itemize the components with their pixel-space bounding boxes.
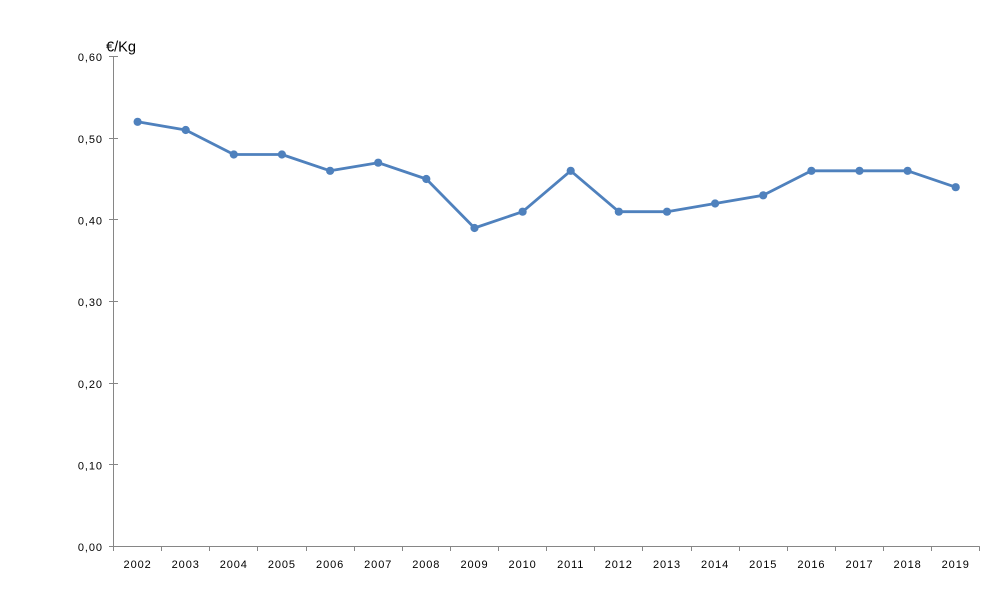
svg-text:€/Kg: €/Kg (106, 40, 136, 56)
svg-text:2011: 2011 (557, 559, 584, 571)
svg-text:0,00: 0,00 (78, 542, 103, 554)
svg-text:2004: 2004 (220, 559, 248, 571)
svg-text:2006: 2006 (316, 559, 344, 571)
svg-text:2016: 2016 (797, 559, 825, 571)
svg-text:0,60: 0,60 (78, 52, 103, 64)
svg-text:2008: 2008 (412, 559, 440, 571)
svg-text:2010: 2010 (509, 559, 537, 571)
svg-text:2005: 2005 (268, 559, 296, 571)
svg-text:2014: 2014 (701, 559, 729, 571)
svg-text:0,10: 0,10 (78, 461, 103, 473)
svg-text:0,20: 0,20 (78, 379, 103, 391)
svg-text:2013: 2013 (653, 559, 681, 571)
svg-text:2009: 2009 (460, 559, 488, 571)
svg-text:0,50: 0,50 (78, 134, 103, 146)
svg-text:2002: 2002 (124, 559, 152, 571)
svg-text:0,30: 0,30 (78, 297, 103, 309)
svg-text:2012: 2012 (605, 559, 633, 571)
svg-text:0,40: 0,40 (78, 216, 103, 228)
svg-text:2019: 2019 (942, 559, 970, 571)
svg-text:2007: 2007 (364, 559, 392, 571)
svg-text:2003: 2003 (172, 559, 200, 571)
svg-text:2017: 2017 (845, 559, 873, 571)
svg-text:2018: 2018 (894, 559, 922, 571)
svg-text:2015: 2015 (749, 559, 777, 571)
